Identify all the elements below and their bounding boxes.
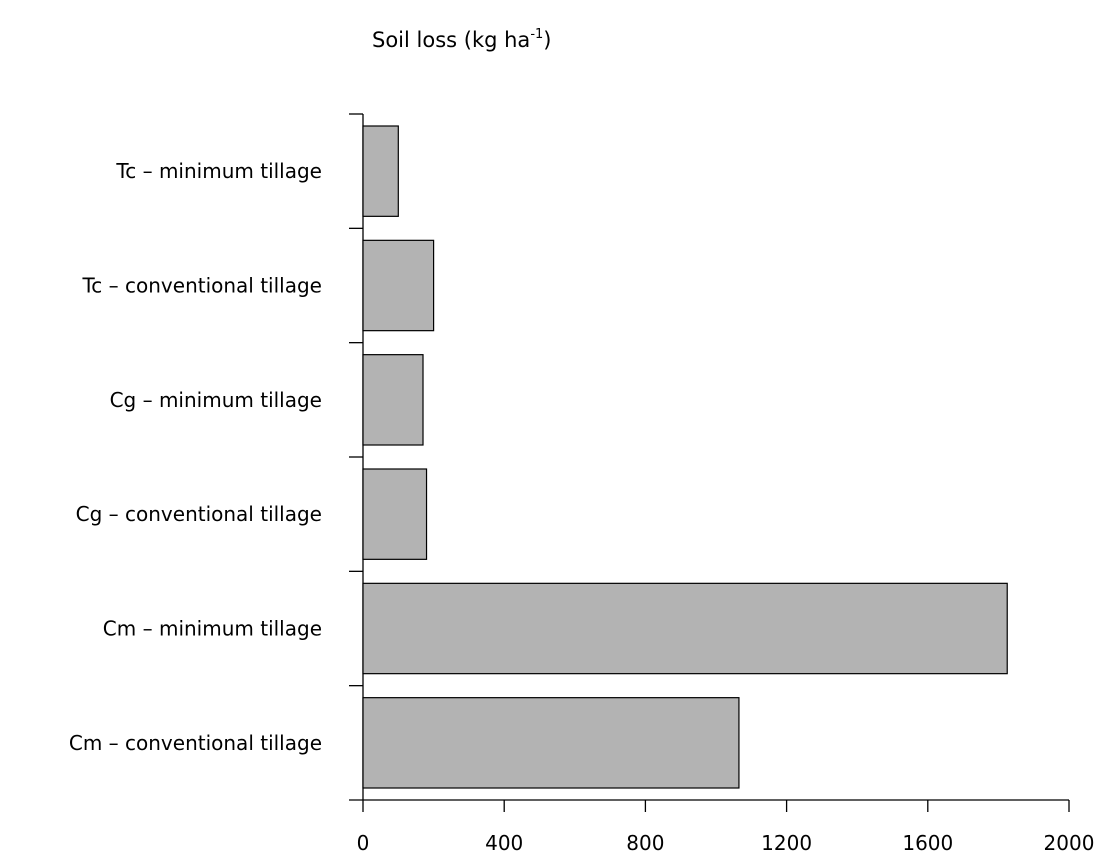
chart-title-prefix: Soil loss (kg ha: [372, 28, 530, 52]
chart-title-superscript: -1: [530, 27, 543, 42]
x-tick-label: 0: [357, 831, 370, 855]
chart-title-suffix: ): [543, 28, 551, 52]
x-tick-labels: 0 400 800 1200 1600 2000: [357, 831, 1095, 855]
x-tick-label: 800: [626, 831, 664, 855]
x-tick-label: 1200: [761, 831, 812, 855]
x-tick-label: 1600: [902, 831, 953, 855]
category-label: Cm – minimum tillage: [103, 617, 322, 641]
category-label: Cm – conventional tillage: [69, 731, 322, 755]
chart-title: Soil loss (kg ha-1): [372, 27, 551, 52]
bar: [362, 697, 740, 789]
x-tick-label: 400: [485, 831, 523, 855]
bar: [362, 125, 399, 217]
bar: [362, 239, 435, 332]
bar: [362, 582, 1008, 675]
axes: [349, 113, 1070, 812]
category-label: Tc – conventional tillage: [81, 274, 322, 298]
bar: [362, 354, 424, 446]
category-labels: Tc – minimum tillage Tc – conventional ti…: [69, 159, 322, 755]
category-label: Cg – minimum tillage: [110, 388, 322, 412]
bars: [362, 125, 1008, 789]
x-tick-label: 2000: [1044, 831, 1095, 855]
category-label: Tc – minimum tillage: [115, 159, 322, 183]
category-label: Cg – conventional tillage: [76, 502, 322, 526]
bar: [362, 468, 428, 560]
